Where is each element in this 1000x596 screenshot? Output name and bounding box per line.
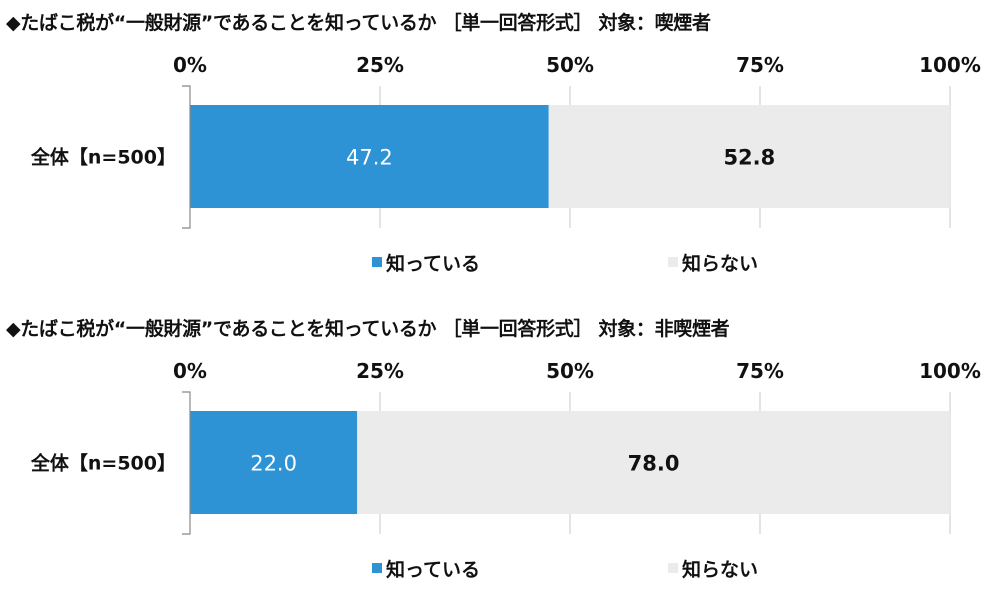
x-tick-label: 25% [356, 53, 404, 77]
legend-swatch [372, 257, 382, 267]
legend-label: 知らない [682, 252, 758, 275]
chart-panel-non-smokers: ◆たばこ税が“一般財源”であることを知っているか ［単一回答形式］ 対象：非喫煙… [0, 306, 1000, 596]
x-tick-label: 25% [356, 359, 404, 383]
x-tick-label: 0% [173, 53, 207, 77]
chart-non-smokers: 0% 25% 50% 75% 100% 22.0 78.0 全体【n=500】知っている 知らな… [30, 359, 981, 581]
legend-label: 知っている [386, 558, 480, 581]
x-tick-label: 75% [736, 359, 784, 383]
chart-panel-smokers: ◆たばこ税が“一般財源”であることを知っているか ［単一回答形式］ 対象：喫煙者… [0, 0, 1000, 290]
data-label: 22.0 [250, 452, 297, 476]
bar-segment [357, 411, 950, 514]
data-label: 78.0 [628, 452, 680, 476]
category-axis [182, 85, 191, 229]
bar-segment [190, 105, 549, 208]
x-tick-label: 75% [736, 53, 784, 77]
category-label: 全体【n=500】 [30, 146, 176, 169]
legend-label: 知らない [682, 558, 758, 581]
x-tick-label: 0% [173, 359, 207, 383]
bar-segment [190, 411, 358, 514]
data-label: 52.8 [723, 146, 775, 170]
x-tick-label: 100% [919, 53, 981, 77]
legend-swatch [668, 257, 678, 267]
category-label: 全体【n=500】 [30, 452, 176, 475]
legend-swatch [668, 563, 678, 573]
category-axis [182, 391, 191, 535]
bar-segment [548, 105, 950, 208]
legend-swatch [372, 563, 382, 573]
x-tick-label: 50% [546, 53, 594, 77]
legend-label: 知っている [386, 252, 480, 275]
chart-title: ◆たばこ税が“一般財源”であることを知っているか ［単一回答形式］ 対象：喫煙者 [6, 12, 711, 34]
x-tick-label: 50% [546, 359, 594, 383]
chart-title: ◆たばこ税が“一般財源”であることを知っているか ［単一回答形式］ 対象：非喫煙… [6, 318, 730, 340]
x-tick-label: 100% [919, 359, 981, 383]
data-label: 47.2 [346, 146, 393, 170]
chart-smokers: 0% 25% 50% 75% 100% 47.2 52.8 全体【n=500】知っている 知らな… [30, 53, 981, 275]
